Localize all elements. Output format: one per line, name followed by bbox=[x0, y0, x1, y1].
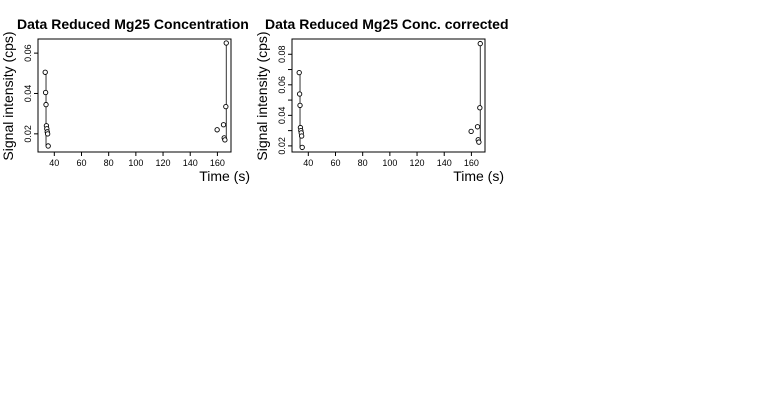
data-point bbox=[45, 143, 51, 149]
data-point bbox=[297, 102, 303, 109]
chart-mg25-concentration: Data Reduced Mg25 Concentration Time (s)… bbox=[0, 16, 250, 184]
data-point bbox=[223, 103, 229, 110]
data-point bbox=[476, 139, 482, 145]
y-tick-label: 0.04 bbox=[23, 85, 33, 103]
y-axis-label: Signal intensity (cps) bbox=[0, 31, 16, 160]
x-tick-label: 160 bbox=[464, 158, 479, 168]
y-tick-label: 0.06 bbox=[277, 76, 287, 94]
data-points bbox=[42, 40, 229, 149]
x-tick-label: 80 bbox=[104, 158, 114, 168]
data-point bbox=[43, 101, 49, 108]
plot-frame bbox=[37, 38, 232, 153]
data-point bbox=[296, 69, 302, 76]
y-tick-label: 0.04 bbox=[277, 107, 287, 125]
data-point bbox=[222, 137, 228, 143]
x-tick-label: 60 bbox=[76, 158, 86, 168]
data-point bbox=[477, 40, 483, 47]
x-axis-label: Time (s) bbox=[199, 168, 250, 184]
y-axis-label: Signal intensity (cps) bbox=[254, 31, 270, 160]
data-point bbox=[296, 91, 303, 97]
y-tick-label: 0.06 bbox=[23, 44, 33, 62]
y-axis: 0.02 0.04 0.06 bbox=[23, 44, 38, 143]
x-tick-label: 100 bbox=[382, 158, 397, 168]
data-point bbox=[223, 40, 229, 46]
y-tick-label: 0.02 bbox=[277, 137, 287, 155]
x-tick-label: 80 bbox=[358, 158, 368, 168]
x-tick-label: 120 bbox=[410, 158, 425, 168]
data-point bbox=[299, 144, 305, 151]
x-tick-label: 60 bbox=[330, 158, 340, 168]
chart-title: Data Reduced Mg25 Conc. corrected bbox=[265, 16, 509, 32]
x-tick-label: 160 bbox=[210, 158, 225, 168]
x-axis: 40 60 80 100 120 140 160 bbox=[49, 152, 225, 168]
data-points bbox=[296, 40, 483, 151]
y-tick-label: 0.08 bbox=[277, 46, 287, 64]
data-point bbox=[477, 105, 483, 111]
data-point bbox=[468, 128, 474, 135]
data-point bbox=[42, 89, 49, 96]
data-point bbox=[42, 69, 48, 75]
x-axis: 40 60 80 100 120 140 160 bbox=[303, 152, 479, 168]
x-tick-label: 40 bbox=[49, 158, 59, 168]
chart-mg25-conc-corrected: Data Reduced Mg25 Conc. corrected Time (… bbox=[254, 16, 509, 184]
y-tick-label: 0.02 bbox=[23, 125, 33, 143]
chart-title: Data Reduced Mg25 Concentration bbox=[17, 16, 249, 32]
y-axis: 0.02 0.04 0.06 0.08 bbox=[277, 46, 292, 155]
x-axis-label: Time (s) bbox=[453, 168, 504, 184]
data-point bbox=[298, 133, 305, 139]
data-point bbox=[214, 127, 220, 133]
x-tick-label: 140 bbox=[437, 158, 452, 168]
x-tick-label: 120 bbox=[156, 158, 171, 168]
data-point bbox=[474, 124, 481, 130]
x-tick-label: 40 bbox=[303, 158, 313, 168]
plot-frame bbox=[291, 38, 486, 153]
data-point bbox=[220, 122, 227, 128]
data-point bbox=[45, 131, 51, 137]
x-tick-label: 140 bbox=[183, 158, 198, 168]
x-tick-label: 100 bbox=[128, 158, 143, 168]
